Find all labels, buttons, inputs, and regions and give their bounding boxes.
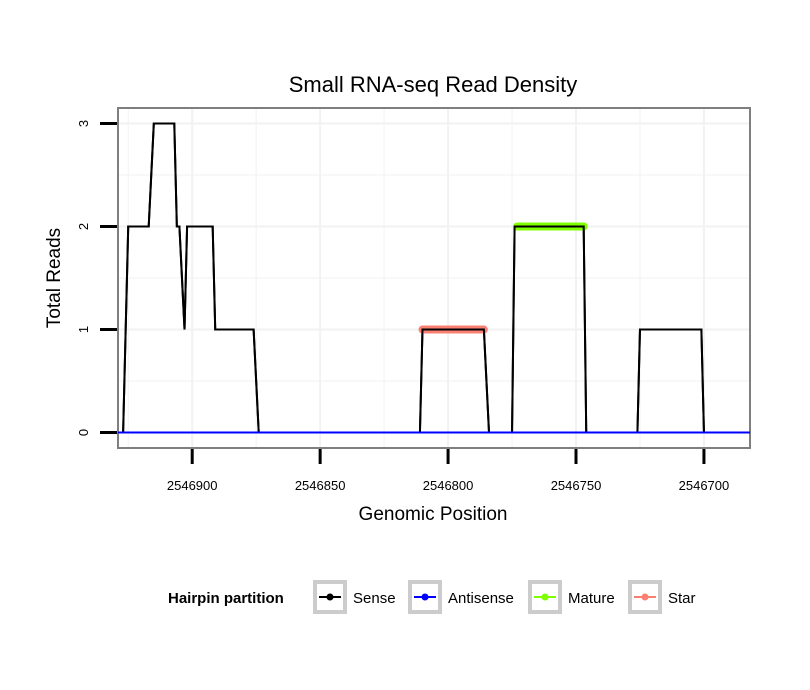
- legend-title: Hairpin partition: [168, 590, 284, 607]
- y-tick-label: 2: [76, 223, 91, 230]
- y-axis: 0 1 2 3: [76, 120, 117, 436]
- series-layer: [118, 122, 750, 434]
- y-axis-title: Total Reads: [44, 228, 65, 328]
- legend-label: Sense: [353, 590, 396, 607]
- legend: Hairpin partition Sense Antisense Mature St…: [168, 580, 696, 614]
- legend-label: Star: [668, 590, 696, 607]
- x-axis-title: Genomic Position: [359, 504, 508, 525]
- x-tick-label: 2546850: [295, 478, 346, 493]
- legend-key-point: [641, 593, 649, 601]
- grid-lines: [118, 108, 750, 448]
- y-tick-label: 1: [76, 326, 91, 333]
- legend-item-mature: Mature: [528, 580, 615, 614]
- x-tick-label: 2546750: [551, 478, 602, 493]
- x-axis: 2546900 2546850 2546800 2546750 2546700: [167, 449, 729, 493]
- legend-item-antisense: Antisense: [408, 580, 514, 614]
- legend-key-point: [421, 593, 429, 601]
- y-tick-label: 0: [76, 429, 91, 436]
- legend-key-point: [326, 593, 334, 601]
- x-tick-label: 2546700: [679, 478, 730, 493]
- plot-panel: [117, 107, 751, 449]
- legend-label: Mature: [568, 590, 615, 607]
- legend-item-sense: Sense: [313, 580, 396, 614]
- y-tick-label: 3: [76, 120, 91, 127]
- x-tick-label: 2546900: [167, 478, 218, 493]
- x-tick-label: 2546800: [423, 478, 474, 493]
- legend-label: Antisense: [448, 590, 514, 607]
- legend-item-star: Star: [628, 580, 696, 614]
- chart-title: Small RNA-seq Read Density: [289, 72, 578, 97]
- legend-key-point: [541, 593, 549, 601]
